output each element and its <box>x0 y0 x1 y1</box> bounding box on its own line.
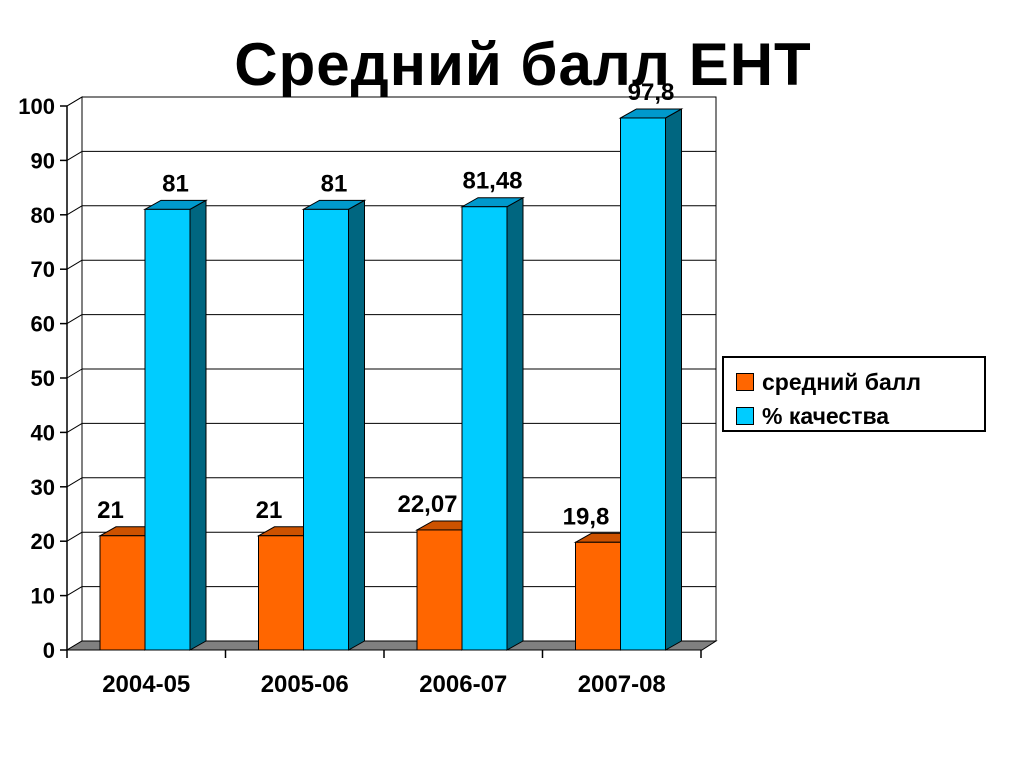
y-tick-label: 60 <box>31 312 55 337</box>
data-label: 19,8 <box>563 503 610 530</box>
x-tick-label: 2004-05 <box>102 671 190 698</box>
bar <box>416 529 463 651</box>
legend: средний балл % качества <box>722 356 986 432</box>
y-tick-label: 80 <box>31 203 55 228</box>
gridline-side <box>66 422 83 433</box>
legend-swatch-series-1 <box>736 373 754 391</box>
chart-title: Средний балл ЕНТ <box>234 31 812 98</box>
bar <box>620 117 666 651</box>
bar <box>258 535 304 651</box>
gridline-side <box>66 531 83 542</box>
data-label: 81,48 <box>462 168 522 195</box>
y-tick-label: 30 <box>31 475 55 500</box>
gridline-side <box>66 586 83 597</box>
gridline-side <box>66 314 83 325</box>
gridline-side <box>66 477 83 488</box>
x-tick-label: 2006-07 <box>419 671 507 698</box>
data-label: 22,07 <box>397 491 457 518</box>
legend-item-series-1: средний балл <box>736 369 921 395</box>
y-tick-label: 70 <box>31 257 55 282</box>
y-tick-label: 50 <box>31 366 55 391</box>
data-label: 97,8 <box>628 79 675 106</box>
gridline-side <box>66 205 83 216</box>
legend-swatch-series-2 <box>736 407 754 425</box>
y-tick-label: 90 <box>31 148 55 173</box>
gridline-side <box>66 259 83 270</box>
data-label: 21 <box>256 497 283 524</box>
data-label: 81 <box>321 170 348 197</box>
data-label: 81 <box>162 170 189 197</box>
y-tick-label: 40 <box>31 420 55 445</box>
bar-side <box>506 196 524 651</box>
y-tick-label: 20 <box>31 529 55 554</box>
gridline-side <box>66 96 83 107</box>
bar <box>303 208 349 651</box>
bar <box>99 535 146 651</box>
y-tick-label: 0 <box>43 638 55 663</box>
x-tick-label: 2005-06 <box>261 671 349 698</box>
bar <box>461 206 508 651</box>
x-tick-label: 2007-08 <box>578 671 666 698</box>
gridline-side <box>66 368 83 379</box>
y-tick-label: 100 <box>18 94 55 119</box>
bar-side <box>189 199 207 651</box>
y-tick-label: 10 <box>31 584 55 609</box>
bar-side <box>665 108 682 651</box>
legend-label-series-2: % качества <box>762 402 890 429</box>
gridline-side <box>66 150 83 161</box>
data-label: 21 <box>97 497 124 524</box>
bar <box>144 208 191 651</box>
bar <box>575 541 621 651</box>
legend-item-series-2: % качества <box>736 403 889 429</box>
legend-label-series-1: средний балл <box>762 368 922 395</box>
bar-side <box>348 199 365 651</box>
